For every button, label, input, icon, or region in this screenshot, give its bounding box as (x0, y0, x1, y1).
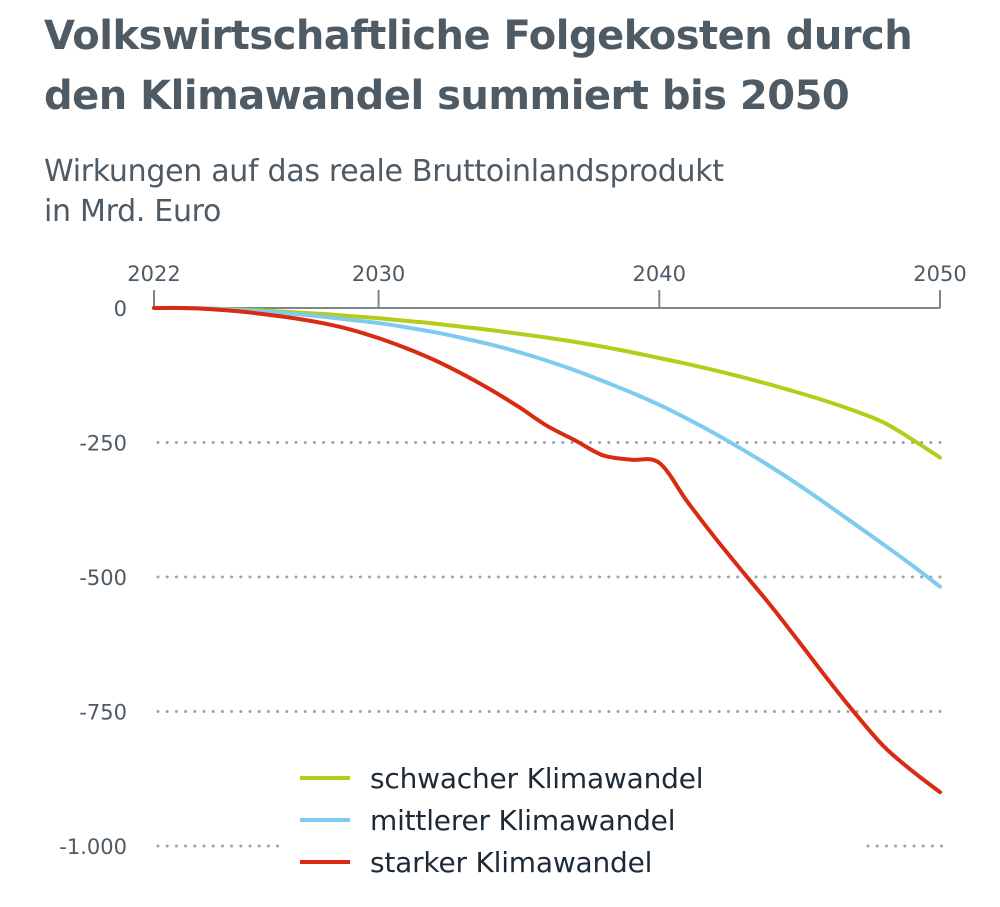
legend-label: starker Klimawandel (370, 845, 653, 879)
subtitle-line-1: Wirkungen auf das reale Bruttoinlandspro… (44, 154, 724, 189)
x-tick-label: 2040 (633, 262, 686, 286)
x-tick-label: 2050 (913, 262, 966, 286)
series-line (152, 305, 942, 589)
y-tick-label: -500 (79, 566, 127, 590)
x-tick-label: 2022 (127, 262, 180, 286)
y-axis-labels: 0 -250 -500 -750 -1.000 (59, 297, 127, 859)
legend-label: mittlerer Klimawandel (370, 803, 676, 837)
legend-swatch-mittel (300, 818, 350, 822)
legend-item-stark: starker Klimawandel (300, 841, 703, 883)
data-lines (152, 305, 942, 795)
y-tick-label: -1.000 (59, 835, 127, 859)
y-tick-label: -750 (79, 701, 127, 725)
series-line (152, 305, 942, 460)
y-tick-label: 0 (114, 297, 127, 321)
legend-swatch-schwach (300, 776, 350, 780)
y-gridlines (156, 441, 946, 848)
chart-subtitle: Wirkungen auf das reale Bruttoinlandspro… (44, 152, 944, 232)
legend-label: schwacher Klimawandel (370, 761, 704, 795)
chart-title: Volkswirtschaftliche Folgekosten durch d… (44, 13, 913, 119)
legend-swatch-stark (300, 860, 350, 864)
x-tick-label: 2030 (352, 262, 405, 286)
series-line (152, 305, 942, 795)
x-axis: 2022 2030 2040 2050 (127, 262, 967, 309)
legend: schwacher Klimawandel mittlerer Klimawan… (300, 757, 704, 883)
legend-item-mittel: mittlerer Klimawandel (300, 799, 703, 841)
legend-item-schwach: schwacher Klimawandel (300, 757, 704, 799)
y-tick-label: -250 (79, 432, 127, 456)
subtitle-line-2: in Mrd. Euro (44, 194, 222, 229)
